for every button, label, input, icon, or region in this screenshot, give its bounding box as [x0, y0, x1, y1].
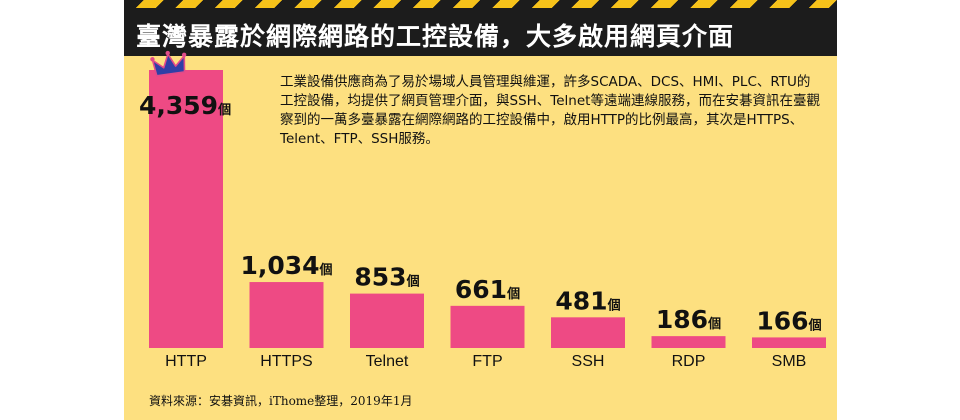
x-tick-label: FTP	[472, 353, 502, 370]
bar-https	[249, 282, 324, 348]
value-unit: 個	[319, 262, 333, 278]
bar-telnet	[350, 293, 424, 348]
x-tick-label: SMB	[772, 353, 807, 370]
crown-icon	[150, 50, 187, 77]
chart-card: 臺灣暴露於網際網路的工控設備，大多啟用網頁介面 HTTP 4,359個 HTTPS 1…	[124, 0, 837, 420]
chart-title: 臺灣暴露於網際網路的工控設備，大多啟用網頁介面	[136, 22, 735, 51]
value-unit: 個	[217, 102, 231, 118]
data-source: 資料來源：安碁資訊，iThome整理，2019年1月	[149, 394, 413, 408]
bar-ftp	[450, 305, 525, 348]
value-number: 1,034	[240, 251, 319, 280]
x-tick-label: RDP	[672, 353, 706, 370]
bar-chart: HTTP4,359個HTTPS1,034個Telnet853個FTP661個SS…	[139, 50, 826, 370]
x-tick-label: Telnet	[366, 353, 409, 370]
value-number: 853	[354, 263, 406, 292]
value-label: 4,359個	[139, 91, 231, 120]
value-number: 186	[656, 305, 708, 334]
value-number: 661	[455, 275, 507, 304]
value-unit: 個	[707, 316, 721, 332]
value-label: 186個	[656, 305, 721, 334]
value-number: 4,359	[139, 91, 218, 120]
bar-http	[149, 70, 223, 348]
x-tick-label: HTTP	[165, 353, 207, 370]
bar-smb	[752, 337, 826, 348]
value-number: 166	[756, 306, 808, 335]
x-tick-label: SSH	[572, 353, 605, 370]
chart-description: 工業設備供應商為了易於場域人員管理與維運，許多SCADA、DCS、HMI、PLC…	[280, 74, 820, 147]
value-label: 1,034個	[240, 251, 332, 280]
value-unit: 個	[506, 286, 520, 302]
value-label: 166個	[756, 306, 821, 335]
title-bar: 臺灣暴露於網際網路的工控設備，大多啟用網頁介面	[124, 8, 837, 56]
value-number: 481	[555, 286, 607, 315]
bar-ssh	[551, 317, 625, 348]
value-unit: 個	[406, 274, 420, 290]
bar-rdp	[651, 336, 726, 348]
value-label: 481個	[555, 286, 620, 315]
x-tick-label: HTTPS	[260, 353, 312, 370]
value-unit: 個	[808, 317, 822, 333]
hazard-stripe	[124, 0, 837, 8]
value-label: 661個	[455, 275, 520, 304]
value-label: 853個	[354, 263, 419, 292]
value-unit: 個	[607, 297, 621, 313]
